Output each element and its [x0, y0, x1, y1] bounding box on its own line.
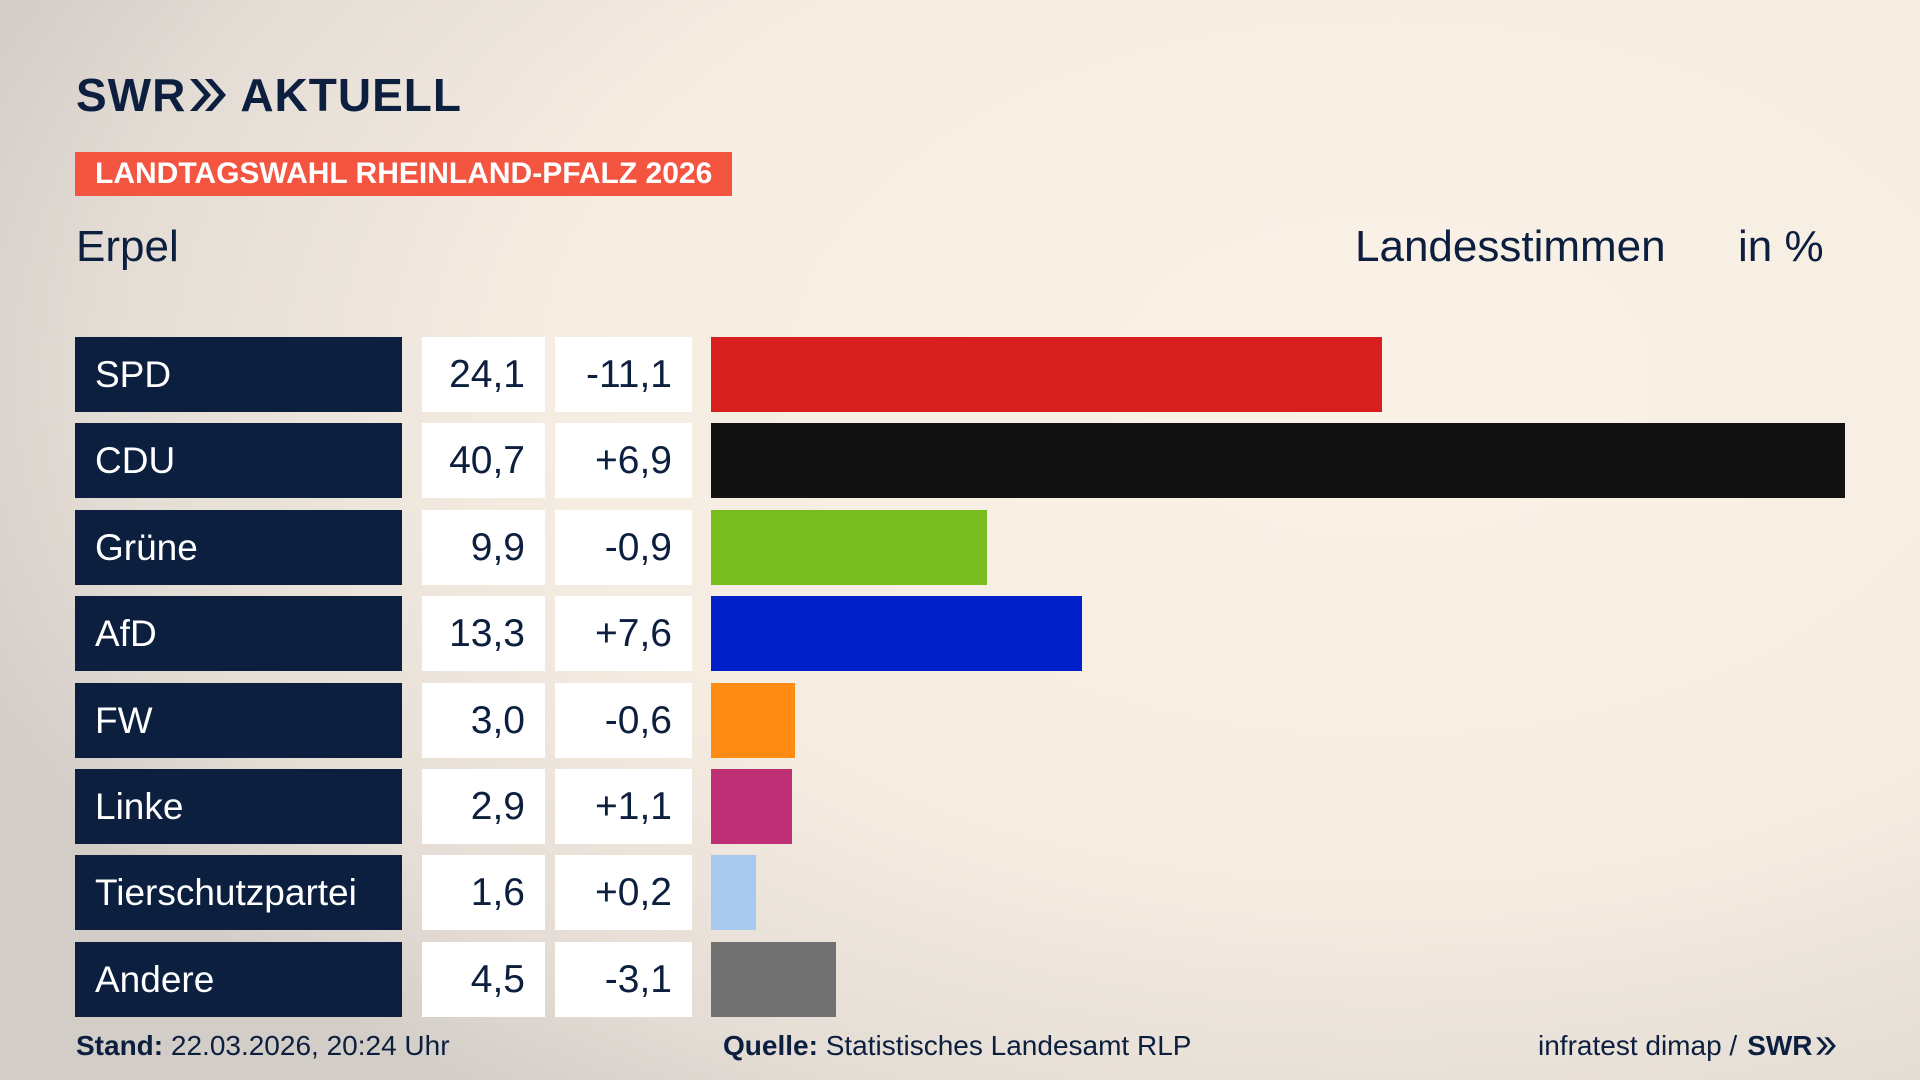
value-label: 40,7 [422, 423, 545, 499]
value-label: 1,6 [422, 855, 545, 931]
row: Andere 4,5 -3,1 [0, 941, 1920, 1017]
bar [711, 682, 795, 758]
credit-chevrons [1815, 1037, 1836, 1055]
value-label: 9,9 [422, 509, 545, 585]
party-label: AfD [75, 596, 402, 672]
banner: LANDTAGSWAHL RHEINLAND-PFALZ 2026 [75, 152, 733, 196]
value-label: 3,0 [422, 682, 545, 758]
row: Linke 2,9 +1,1 [0, 769, 1920, 844]
value-label: 24,1 [422, 337, 545, 412]
change-label: +6,9 [555, 423, 692, 499]
value-label: 2,9 [422, 769, 545, 844]
row: Grüne 9,9 -0,9 [0, 509, 1920, 585]
logo-suffix: AKTUELL [240, 69, 462, 121]
credit: infratest dimap / [1538, 1030, 1738, 1061]
change-label: +0,2 [555, 855, 692, 931]
row: FW 3,0 -0,6 [0, 682, 1920, 758]
bar [711, 596, 1082, 672]
logo: SWR AKTUELL [76, 68, 462, 122]
party-label: Andere [75, 941, 402, 1017]
bar [711, 769, 792, 844]
bar [711, 855, 756, 931]
bar [711, 423, 1845, 499]
change-label: -3,1 [555, 941, 692, 1017]
title: Erpel [76, 222, 179, 271]
unit-label: in % [1738, 222, 1824, 271]
change-label: +1,1 [555, 769, 692, 844]
change-label: +7,6 [555, 596, 692, 672]
value-label: 4,5 [422, 941, 545, 1017]
logo-chevrons [190, 79, 227, 111]
logo-text: SWR [76, 69, 187, 121]
change-label: -0,6 [555, 682, 692, 758]
party-label: Linke [75, 769, 402, 844]
measure-label: Landesstimmen [1355, 222, 1666, 271]
credit-logo: SWR [1747, 1030, 1813, 1061]
row: SPD 24,1 -11,1 [0, 337, 1920, 412]
bar [711, 941, 837, 1017]
row: Tierschutzpartei 1,6 +0,2 [0, 855, 1920, 931]
row: AfD 13,3 +7,6 [0, 596, 1920, 672]
party-label: FW [75, 682, 402, 758]
source: Statistisches Landesamt RLP [825, 1030, 1192, 1061]
party-label: Tierschutzpartei [75, 855, 402, 931]
party-label: CDU [75, 423, 402, 499]
date: 22.03.2026, 20:24 Uhr [170, 1030, 450, 1061]
footer-date: Stand: 22.03.2026, 20:24 Uhr [76, 1030, 450, 1062]
party-label: Grüne [75, 509, 402, 585]
date-label: Stand: [76, 1030, 164, 1061]
row: CDU 40,7 +6,9 [0, 423, 1920, 499]
footer-credit: infratest dimap / SWR [1538, 1030, 1837, 1062]
party-label: SPD [75, 337, 402, 412]
source-label: Quelle: [723, 1030, 818, 1061]
footer-source: Quelle: Statistisches Landesamt RLP [723, 1030, 1191, 1062]
value-label: 13,3 [422, 596, 545, 672]
bar [711, 337, 1383, 412]
bar [711, 509, 987, 585]
change-label: -11,1 [555, 337, 692, 412]
change-label: -0,9 [555, 509, 692, 585]
